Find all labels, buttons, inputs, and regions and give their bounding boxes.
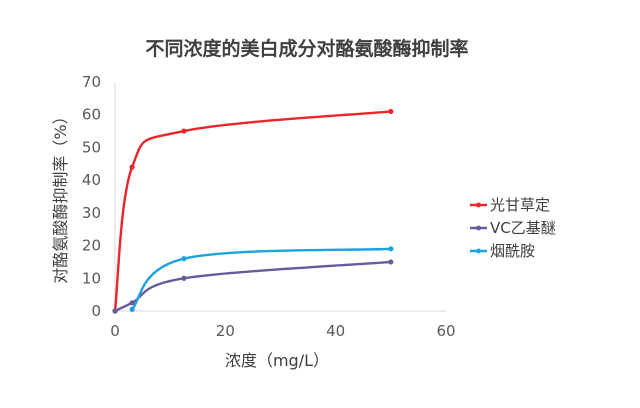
y-tick-label: 50	[82, 138, 101, 156]
data-point	[112, 308, 118, 314]
x-tick-label: 0	[110, 322, 120, 340]
data-point	[129, 164, 135, 170]
legend-label: VC乙基醚	[490, 219, 556, 237]
data-point	[129, 300, 135, 306]
y-tick-label: 0	[91, 302, 101, 320]
series-line	[113, 260, 393, 313]
legend-marker	[476, 202, 481, 208]
data-point	[388, 259, 394, 265]
series-line	[113, 110, 393, 313]
plot-area	[112, 108, 394, 314]
data-point	[181, 256, 187, 262]
y-tick-label: 70	[82, 73, 101, 91]
legend-marker	[476, 225, 481, 231]
y-axis-title: 对酪氨酸酶抑制率（%）	[51, 108, 70, 283]
y-tick-label: 60	[82, 106, 101, 124]
data-point	[181, 128, 187, 134]
chart-title: 不同浓度的美白成分对酪氨酸酶抑制率	[145, 37, 468, 60]
data-point	[388, 108, 394, 115]
x-axis-title: 浓度（mg/L）	[225, 351, 329, 370]
y-tick-label: 20	[82, 237, 101, 255]
y-tick-label: 40	[82, 171, 101, 189]
x-tick-label: 60	[436, 322, 455, 340]
data-point	[181, 275, 187, 281]
legend-marker	[476, 248, 481, 254]
data-point	[129, 306, 135, 312]
legend-label: 光甘草定	[490, 196, 550, 214]
data-point	[388, 246, 394, 252]
x-tick-label: 20	[216, 322, 235, 340]
x-tick-label: 40	[326, 322, 345, 340]
series-line	[130, 247, 393, 311]
y-tick-label: 10	[82, 269, 101, 287]
legend-label: 烟酰胺	[490, 242, 535, 260]
axes: 0 10 20 30 40 50 60 70 0 20 40 60	[82, 73, 456, 340]
y-tick-label: 30	[82, 204, 101, 222]
